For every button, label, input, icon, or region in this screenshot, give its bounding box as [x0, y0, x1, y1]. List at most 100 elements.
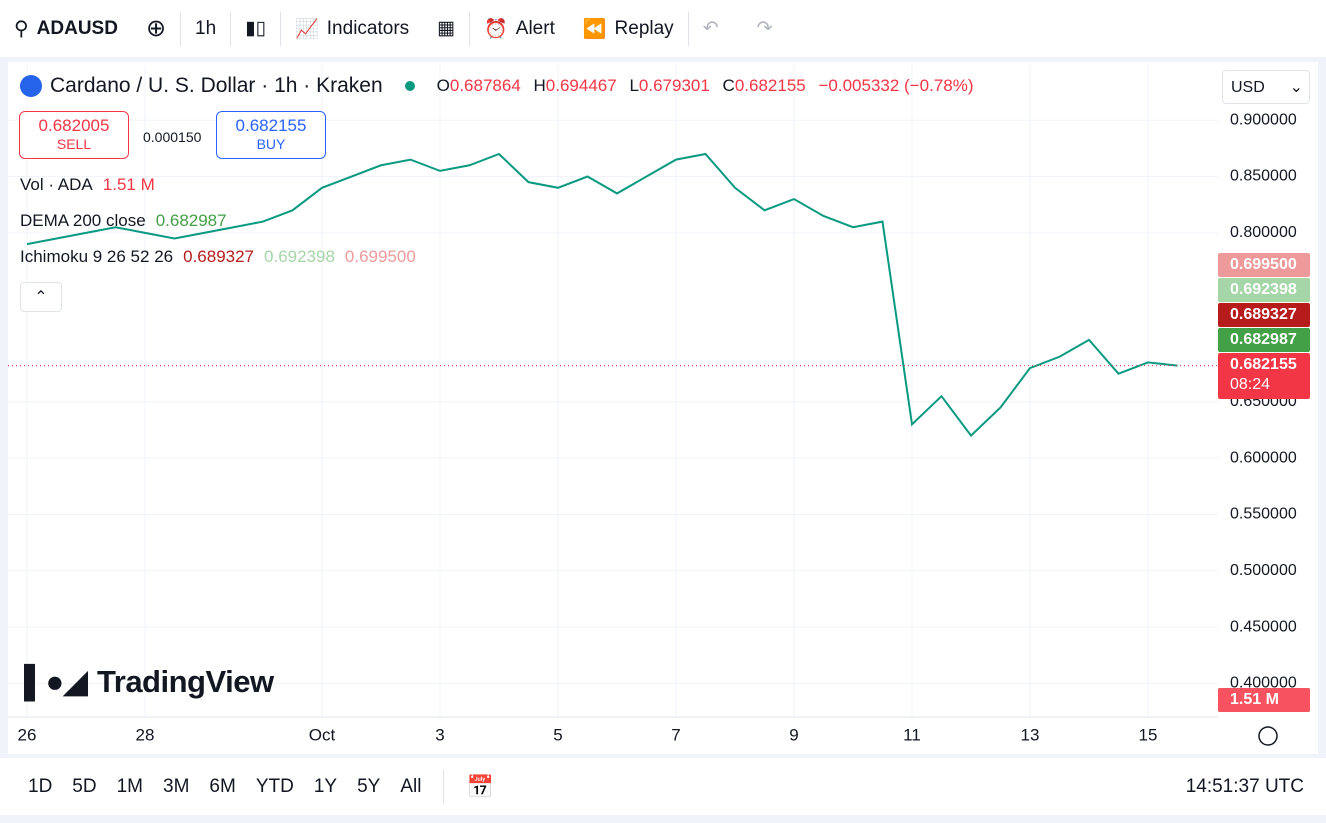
interval-label: 1h	[195, 17, 217, 39]
price-tag-label: 0.682987	[1230, 331, 1297, 348]
o-value: 0.687864	[449, 76, 521, 95]
y-tick-label: 0.400000	[1230, 675, 1297, 692]
symbol: ADAUSD	[36, 17, 118, 39]
coin-icon	[20, 75, 42, 97]
range-button[interactable]: All	[400, 775, 422, 797]
indicators-button[interactable]: 📈 Indicators	[295, 17, 410, 40]
range-button[interactable]: 1D	[28, 775, 53, 797]
y-tick-label: 0.600000	[1230, 449, 1297, 466]
currency-label: USD	[1231, 79, 1265, 96]
range-button[interactable]: 5D	[72, 775, 97, 797]
x-tick-label: 28	[136, 725, 155, 744]
x-tick-label: 7	[671, 725, 680, 744]
x-tick-label: 26	[18, 725, 37, 744]
range-button[interactable]: 1M	[116, 775, 143, 797]
range-button[interactable]: 1Y	[313, 775, 338, 797]
h-label: H	[533, 76, 546, 95]
x-tick-label: 5	[553, 725, 562, 744]
indicator-value: 0.692398	[264, 247, 335, 266]
l-label: L	[629, 76, 639, 95]
indicator-row: Ichimoku 9 26 52 26 0.689327 0.692398 0.699…	[20, 247, 416, 267]
c-value: 0.682155	[734, 76, 806, 95]
buy-label: BUY	[256, 136, 286, 152]
range-buttons: 1D 5D 1M 3M 6M YTD 1Y 5Y All	[0, 776, 431, 798]
compare[interactable]: ⊕	[145, 15, 167, 42]
x-tick-label: 13	[1021, 725, 1040, 744]
layouts[interactable]: ▦	[437, 18, 456, 39]
price-tag: 0.699500	[1218, 253, 1310, 277]
indicator-value: 0.689327	[183, 247, 255, 266]
indicator-value: 0.699500	[344, 247, 416, 266]
y-tick-label: 0.800000	[1230, 224, 1297, 241]
x-tick-label: 11	[903, 725, 921, 744]
indicator-name: DEMA 200 close	[20, 211, 146, 230]
o-label: O	[436, 76, 450, 95]
goto-date[interactable]: 📅	[466, 773, 494, 799]
price-tag: 0.682987	[1218, 328, 1310, 352]
indicator-row: DEMA 200 close 0.682987	[20, 211, 227, 231]
alert-label: Alert	[515, 17, 555, 39]
undo-redo[interactable]: ↶ ↷	[702, 18, 773, 39]
interval[interactable]: 1h	[181, 0, 230, 57]
y-tick-label: 0.850000	[1230, 168, 1297, 185]
l-value: 0.679301	[638, 76, 710, 95]
indicators-label: Indicators	[326, 17, 410, 39]
y-tick-label: 0.900000	[1230, 111, 1297, 128]
x-tick-label: 3	[435, 725, 444, 744]
alert-button[interactable]: ⏰ Alert	[484, 17, 555, 40]
price-line	[26, 152, 1178, 438]
buy-button[interactable]: 0.682155 BUY	[216, 111, 326, 159]
indicator-row: Vol · ADA 1.51 M	[20, 175, 155, 195]
range-button[interactable]: 5Y	[357, 775, 381, 797]
currency-select[interactable]: USD ⌄	[1222, 70, 1310, 104]
sell-price: 0.682005	[38, 116, 110, 135]
top-toolbar: ⚲ ADAUSD ⊕ 1h ▮▯ 📈 Indicators ▦ ⏰ Alert ⏪ Re…	[0, 0, 1326, 57]
clock: 14:51:37 UTC	[1185, 775, 1304, 797]
brand: ▌●◢ TradingView	[24, 664, 274, 699]
range-button[interactable]: 3M	[163, 775, 190, 797]
spread: 0.000150	[143, 129, 202, 145]
indicator-name: Vol · ADA	[20, 175, 93, 194]
range-button[interactable]: YTD	[255, 775, 294, 797]
price-tag: 0.689327	[1218, 303, 1310, 327]
chart-frame	[8, 62, 1318, 754]
symbol-search[interactable]: ⚲ ADAUSD	[14, 17, 118, 41]
price-tag-label: 0.682155	[1230, 356, 1297, 373]
x-tick-label: Oct	[309, 725, 336, 744]
price-tag-label: 0.689327	[1230, 306, 1297, 323]
volume-tag: 1.51 M	[1218, 688, 1310, 712]
sell-label: SELL	[56, 136, 92, 152]
settings-icon[interactable]	[1258, 726, 1278, 746]
bottom-toolbar: 1D 5D 1M 3M 6M YTD 1Y 5Y All 📅 14:51:37 UTC	[0, 758, 1326, 815]
x-tick-label: 15	[1139, 725, 1158, 744]
x-tick-label: 9	[789, 725, 798, 744]
brand-label: TradingView	[97, 664, 274, 699]
indicator-value: 0.682987	[155, 211, 227, 230]
buy-price: 0.682155	[235, 116, 307, 135]
sell-button[interactable]: 0.682005 SELL	[19, 111, 129, 159]
indicator-value: 1.51 M	[102, 175, 155, 194]
price-tag-label: 0.692398	[1230, 281, 1297, 298]
price-tag: 0.682155 08:24	[1218, 353, 1310, 399]
change: −0.005332 (−0.78%)	[818, 76, 974, 95]
y-tick-label: 0.550000	[1230, 506, 1297, 523]
price-tag: 0.692398	[1218, 278, 1310, 302]
legend: Cardano / U. S. Dollar · 1h · Kraken O0.…	[20, 74, 981, 98]
legend-title: Cardano / U. S. Dollar · 1h · Kraken	[50, 74, 383, 97]
price-tag-label: 0.699500	[1230, 256, 1297, 273]
replay-button[interactable]: ⏪ Replay	[582, 17, 674, 40]
range-button[interactable]: 6M	[209, 775, 236, 797]
c-label: C	[722, 76, 735, 95]
ohlc: O0.687864 H0.694467 L0.679301 C0.682155 …	[437, 76, 982, 96]
y-tick-label: 0.450000	[1230, 618, 1297, 635]
market-status	[404, 81, 415, 91]
indicator-name: Ichimoku 9 26 52 26	[20, 247, 174, 266]
y-tick-label: 0.500000	[1230, 562, 1297, 579]
collapse-legend[interactable]: ⌃	[20, 282, 62, 312]
price-tag-time: 08:24	[1230, 376, 1271, 393]
replay-label: Replay	[614, 17, 674, 39]
chart-type[interactable]: ▮▯	[245, 18, 267, 39]
h-value: 0.694467	[545, 76, 617, 95]
